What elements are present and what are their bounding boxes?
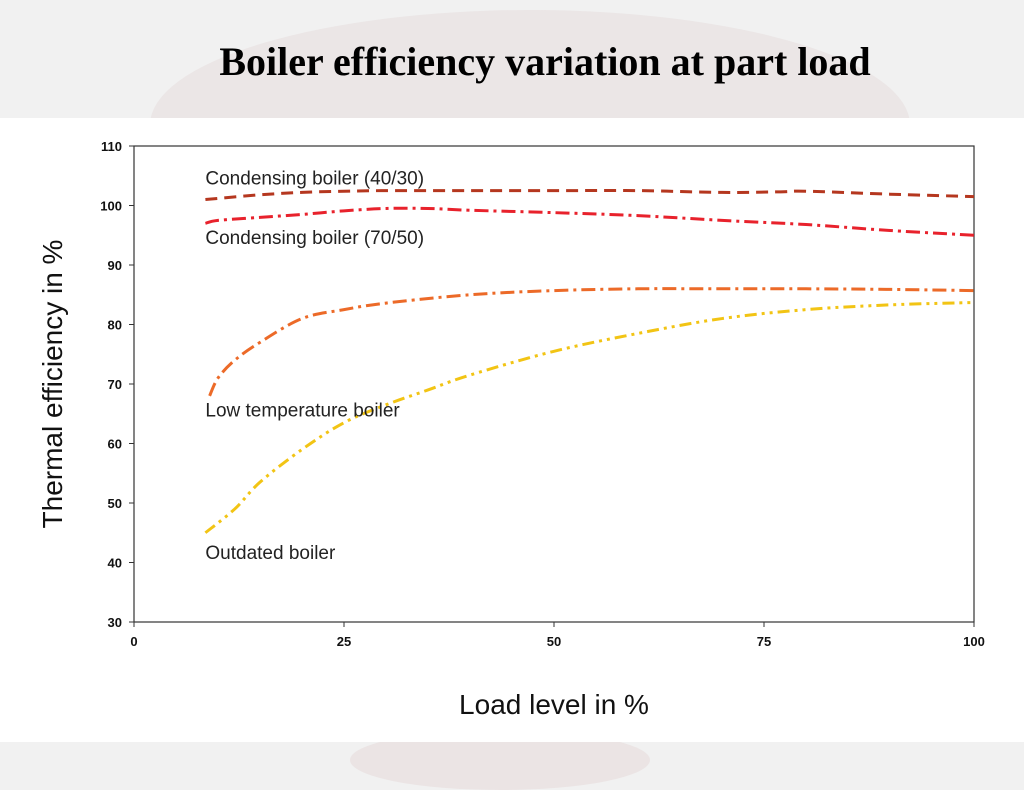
x-tick-label: 0 (130, 634, 137, 649)
y-axis-title: Thermal efficiency in % (37, 240, 68, 529)
y-tick-label: 50 (108, 496, 122, 511)
series-annotation-label: Condensing boiler (70/50) (205, 228, 424, 249)
series-line-2 (208, 287, 975, 397)
y-tick-label: 60 (108, 437, 122, 452)
x-tick-label: 50 (547, 634, 561, 649)
x-axis-title: Load level in % (459, 689, 649, 720)
series-annotation-label: Outdated boiler (205, 543, 336, 564)
y-tick-label: 40 (108, 556, 122, 571)
series-annotation-label: Condensing boiler (40/30) (205, 169, 424, 190)
chart-panel: 0 25 50 75 100 30 40 50 60 70 80 90 100 110 Condensi… (0, 118, 1024, 742)
series-line-0 (205, 188, 975, 202)
annotation-layer: Condensing boiler (40/30) Condensing boil… (205, 169, 424, 564)
series-line-1 (204, 206, 975, 237)
y-tick-label: 30 (108, 615, 122, 630)
series-layer (204, 188, 975, 534)
x-tick-label: 25 (337, 634, 351, 649)
y-tick-label: 80 (108, 318, 122, 333)
x-tick-label: 75 (757, 634, 771, 649)
x-tick-label: 100 (963, 634, 985, 649)
line-chart: 0 25 50 75 100 30 40 50 60 70 80 90 100 110 Condensi… (37, 139, 985, 720)
y-tick-label: 100 (100, 199, 122, 214)
y-tick-label: 90 (108, 258, 122, 273)
y-tick-label: 110 (101, 139, 122, 154)
x-axis: 0 25 50 75 100 (130, 622, 985, 649)
y-axis: 30 40 50 60 70 80 90 100 110 (100, 139, 134, 630)
y-tick-label: 70 (108, 377, 122, 392)
series-line-3 (204, 300, 975, 534)
series-annotation-label: Low temperature boiler (205, 401, 400, 422)
slide-title: Boiler efficiency variation at part load (219, 39, 871, 84)
